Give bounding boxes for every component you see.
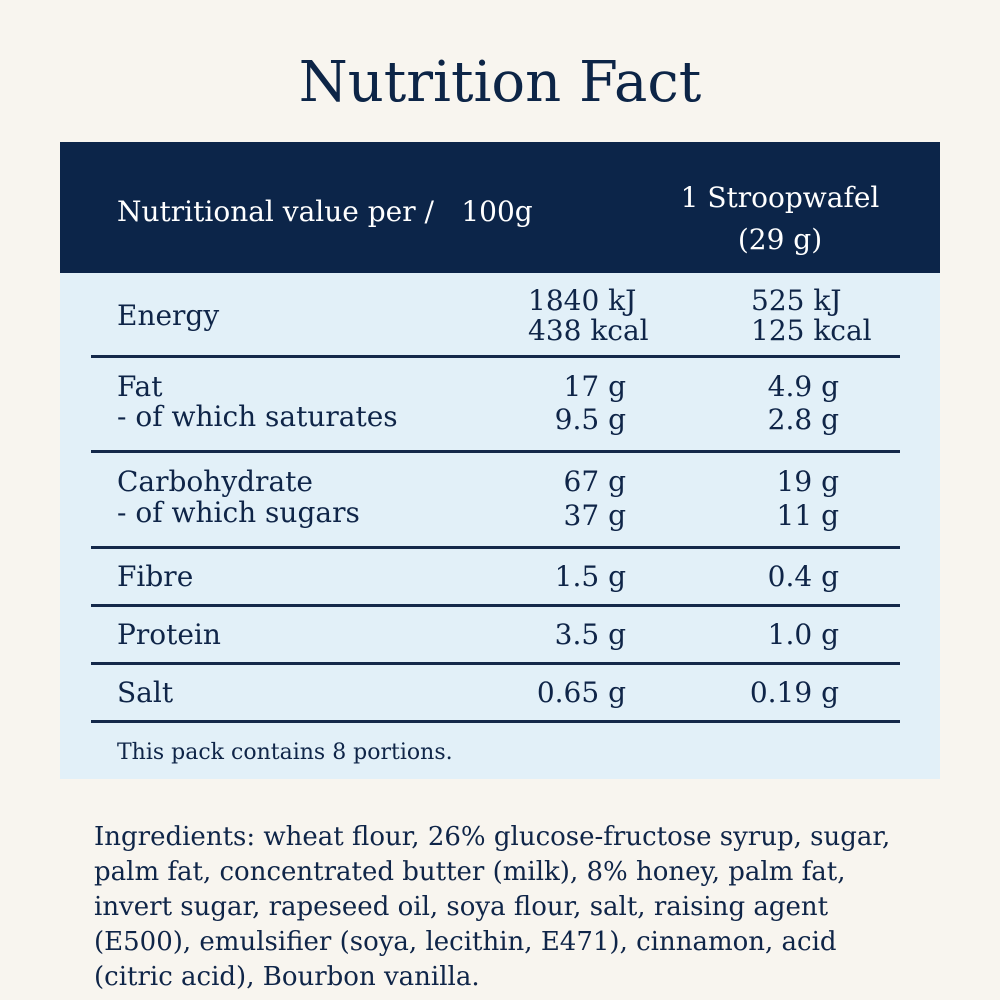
header-col-portion-line2: (29 g) <box>737 223 823 256</box>
value-portion: 4.9 g <box>767 370 839 403</box>
value-portion: 0.19 g <box>749 676 839 709</box>
nutrition-table: Nutritional value per / 100g 1 Stroopwaf… <box>60 142 940 779</box>
value-100g-kj: 1840 kJ <box>528 284 637 317</box>
ingredients-text: Ingredients: wheat flour, 26% glucose-fr… <box>94 822 891 992</box>
value-100g: 3.5 g <box>554 618 626 651</box>
header-col-portion: 1 Stroopwafel (29 g) <box>660 179 900 259</box>
header-col-portion-line1: 1 Stroopwafel <box>680 181 880 214</box>
row-label: Protein <box>117 618 221 651</box>
value-portion: 0.4 g <box>767 560 839 593</box>
row-sublabel: - of which sugars <box>117 496 360 529</box>
table-row-carbohydrate: Carbohydrate - of which sugars 67 g 37 g… <box>91 453 900 549</box>
value-100g: 17 g <box>563 370 626 403</box>
value-portion: 1.0 g <box>767 618 839 651</box>
value-100g: 67 g <box>563 465 626 498</box>
value-100g-sub: 37 g <box>563 499 626 532</box>
table-row-protein: Protein 3.5 g 1.0 g <box>91 607 900 665</box>
table-row-fibre: Fibre 1.5 g 0.4 g <box>91 549 900 607</box>
row-label: Carbohydrate <box>117 465 313 498</box>
table-row-fat: Fat - of which saturates 17 g 9.5 g 4.9 … <box>91 358 900 453</box>
value-100g-sub: 9.5 g <box>554 403 626 436</box>
row-label: Fat <box>117 370 163 403</box>
value-portion-sub: 11 g <box>776 499 839 532</box>
value-100g: 1.5 g <box>554 560 626 593</box>
table-row-energy: Energy 1840 kJ 438 kcal 525 kJ 125 kcal <box>91 273 900 358</box>
row-label: Salt <box>117 676 174 709</box>
row-label: Fibre <box>117 560 194 593</box>
value-portion-kj: 525 kJ <box>751 284 842 317</box>
row-sublabel: - of which saturates <box>117 400 398 433</box>
row-label: Energy <box>117 299 220 332</box>
portions-note: This pack contains 8 portions. <box>117 740 453 765</box>
value-100g: 0.65 g <box>536 676 626 709</box>
value-100g-kcal: 438 kcal <box>528 314 649 347</box>
page-title: Nutrition Fact <box>298 50 702 115</box>
header-label: Nutritional value per / <box>117 195 434 228</box>
value-portion: 19 g <box>776 465 839 498</box>
header-col-100g: 100g <box>461 195 533 228</box>
value-portion-sub: 2.8 g <box>767 403 839 436</box>
table-header: Nutritional value per / 100g 1 Stroopwaf… <box>60 142 940 273</box>
value-portion-kcal: 125 kcal <box>751 314 872 347</box>
table-row-salt: Salt 0.65 g 0.19 g <box>91 665 900 723</box>
